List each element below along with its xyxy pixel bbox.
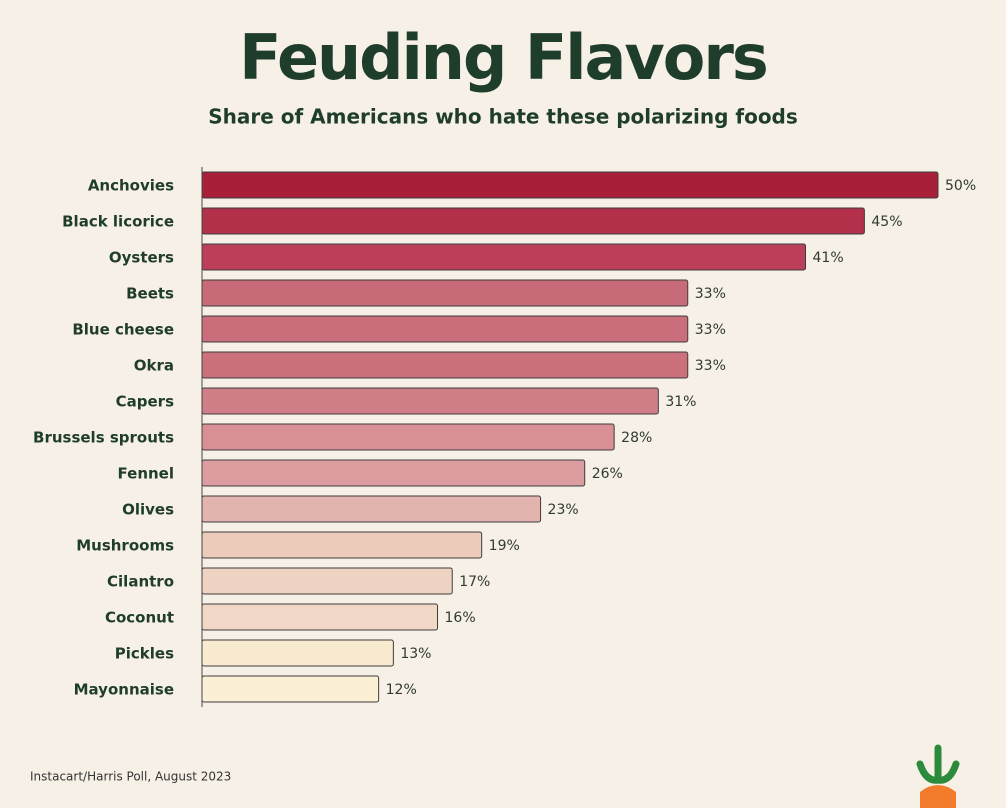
value-label: 26% bbox=[592, 466, 623, 482]
category-label: Pickles bbox=[115, 645, 174, 663]
category-label: Fennel bbox=[118, 465, 174, 483]
bar bbox=[201, 531, 483, 559]
bar bbox=[201, 567, 453, 595]
value-label: 19% bbox=[489, 538, 520, 554]
bar bbox=[201, 351, 689, 379]
category-label: Capers bbox=[116, 393, 174, 411]
bar bbox=[201, 279, 689, 307]
category-label: Mushrooms bbox=[76, 537, 174, 555]
value-label: 23% bbox=[548, 502, 579, 518]
category-label: Okra bbox=[134, 357, 174, 375]
chart-subtitle: Share of Americans who hate these polari… bbox=[208, 105, 798, 129]
bar bbox=[201, 423, 615, 451]
bar bbox=[201, 243, 807, 271]
bar bbox=[201, 495, 542, 523]
category-label: Black licorice bbox=[62, 213, 174, 231]
bar bbox=[201, 459, 586, 487]
value-label: 16% bbox=[445, 610, 476, 626]
logo bbox=[916, 744, 960, 808]
value-label: 33% bbox=[695, 286, 726, 302]
bar bbox=[201, 207, 865, 235]
value-label: 45% bbox=[871, 214, 902, 230]
value-label: 50% bbox=[945, 178, 976, 194]
value-label: 12% bbox=[386, 682, 417, 698]
value-label: 13% bbox=[400, 646, 431, 662]
bar bbox=[201, 603, 439, 631]
category-label: Olives bbox=[122, 501, 174, 519]
value-label: 41% bbox=[813, 250, 844, 266]
bar bbox=[201, 315, 689, 343]
category-label: Anchovies bbox=[88, 177, 174, 195]
bar bbox=[201, 171, 939, 199]
value-label: 28% bbox=[621, 430, 652, 446]
category-label: Blue cheese bbox=[72, 321, 174, 339]
source-note: Instacart/Harris Poll, August 2023 bbox=[30, 770, 231, 784]
category-label: Cilantro bbox=[107, 573, 174, 591]
bar bbox=[201, 387, 659, 415]
value-label: 33% bbox=[695, 358, 726, 374]
category-label: Oysters bbox=[109, 249, 174, 267]
value-label: 31% bbox=[665, 394, 696, 410]
bar bbox=[201, 675, 380, 703]
chart-title: Feuding Flavors bbox=[239, 21, 767, 94]
category-label: Brussels sprouts bbox=[33, 429, 174, 447]
bar bbox=[201, 639, 394, 667]
category-label: Coconut bbox=[105, 609, 174, 627]
value-label: 33% bbox=[695, 322, 726, 338]
category-label: Beets bbox=[126, 285, 174, 303]
value-label: 17% bbox=[459, 574, 490, 590]
category-label: Mayonnaise bbox=[74, 681, 174, 699]
